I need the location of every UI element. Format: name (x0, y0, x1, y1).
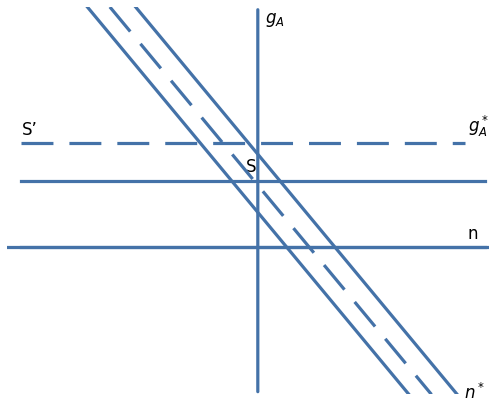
Text: $g_A$: $g_A$ (265, 11, 285, 29)
Text: $g^*_A$: $g^*_A$ (468, 114, 489, 139)
Text: n: n (468, 225, 478, 243)
Text: S: S (246, 157, 256, 176)
Text: $n^*$: $n^*$ (464, 383, 485, 403)
Text: S’: S’ (22, 121, 38, 139)
